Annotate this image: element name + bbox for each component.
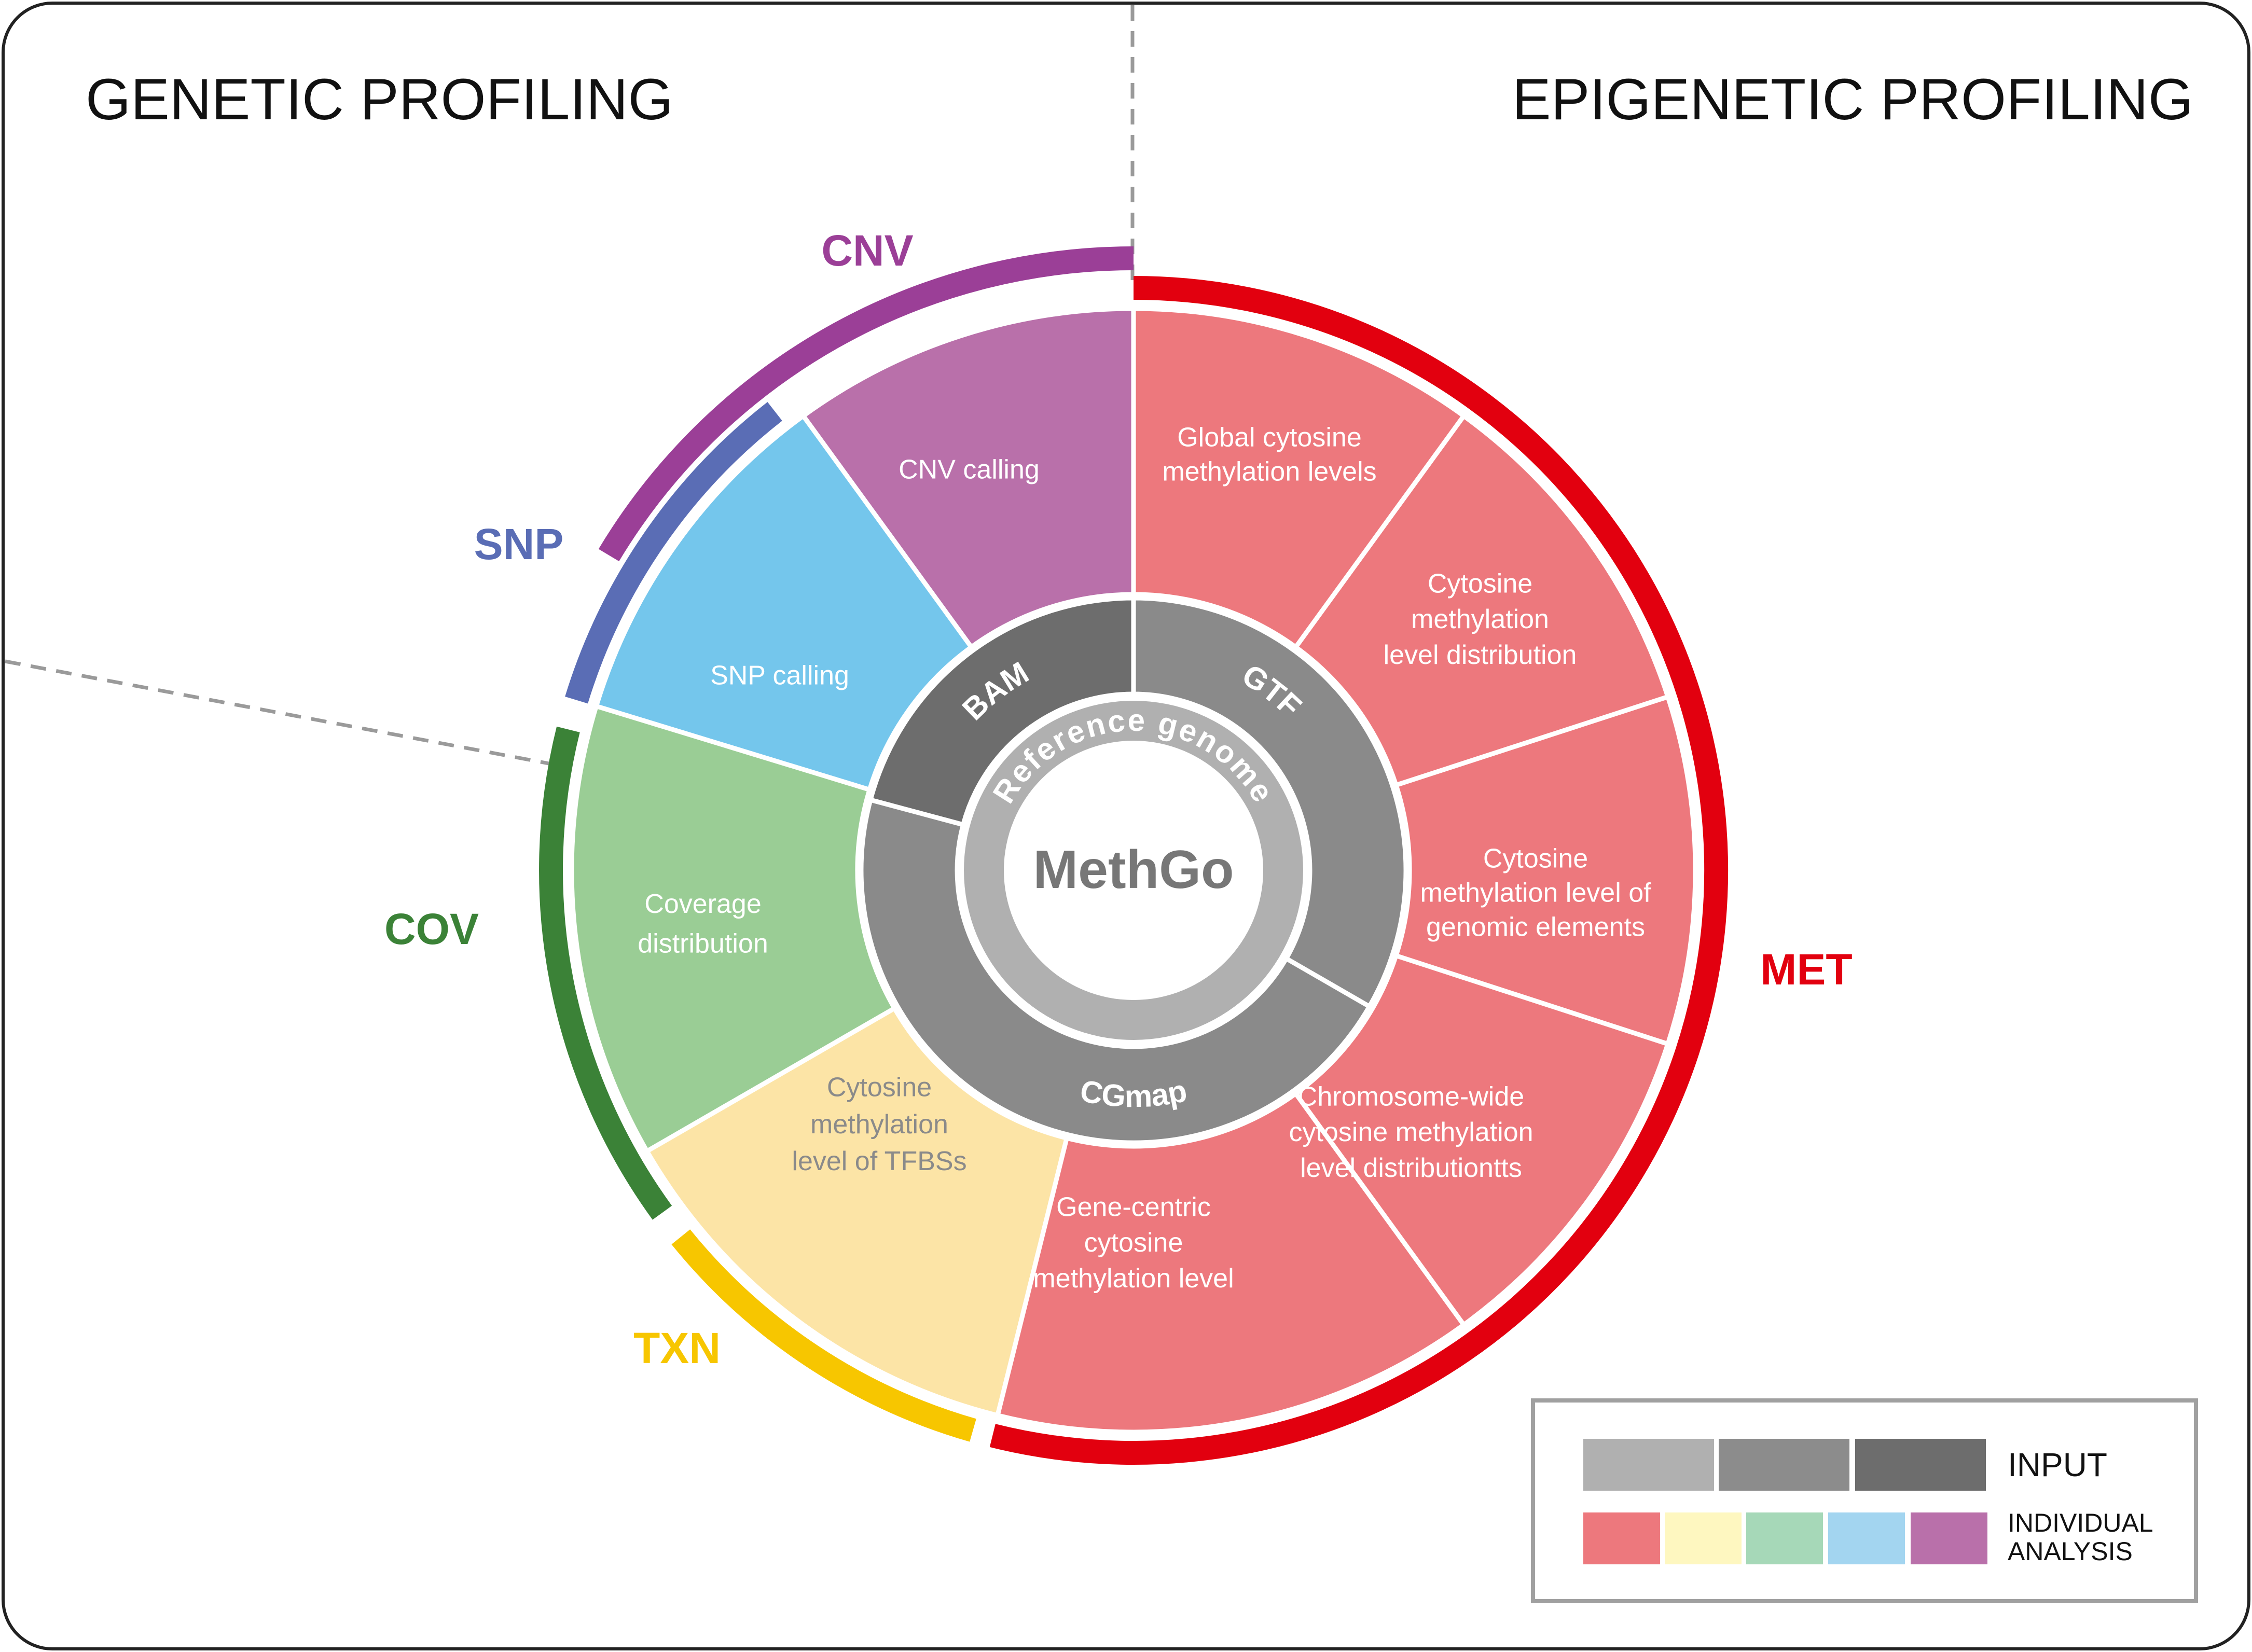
segment-label-line: methylation level of (1420, 878, 1651, 908)
diagonal-divider-line (5, 659, 566, 769)
legend-analysis-swatch (1746, 1512, 1823, 1564)
methylation-level-distribution-segment (1293, 413, 1670, 788)
segment-label-line: level of TFBSs (792, 1146, 966, 1176)
gene-centric-methylation-label: Gene-centric cytosine methylation level (1033, 1192, 1234, 1294)
segment-label-line: Chromosome-wide (1298, 1082, 1524, 1112)
segment-label-line: Global cytosine (1177, 423, 1362, 453)
cgmap-input-label: CGmap (1077, 1073, 1190, 1114)
legend-analysis-swatch (1828, 1512, 1905, 1564)
genomic-elements-methylation-label: Cytosine methylation level of genomic elem… (1420, 844, 1651, 942)
txn-category-arc (671, 1229, 976, 1442)
cnv-calling-label: CNV calling (899, 454, 1040, 484)
segment-label-line: Gene-centric (1056, 1192, 1211, 1223)
snp-category-label: SNP (474, 520, 564, 568)
segment-label-line: cytosine methylation (1289, 1117, 1533, 1147)
met-category-label: MET (1760, 945, 1852, 994)
methylation-level-distribution-label: Cytosine methylation level distribution (1384, 569, 1577, 670)
coverage-distribution-segment (569, 703, 897, 1154)
global-methylation-segment (1131, 306, 1467, 650)
global-methylation-label: Global cytosine methylation levels (1162, 423, 1376, 487)
legend: INPUT INDIVIDUAL ANALYSIS (1531, 1398, 2198, 1603)
segment-label-line: methylation (810, 1109, 948, 1140)
snp-calling-segment (593, 413, 974, 792)
legend-analysis-label-line-2: ANALYSIS (2008, 1537, 2133, 1566)
segment-label-line: cytosine (1084, 1228, 1183, 1258)
segment-label-line: distribution (638, 929, 768, 959)
met-category-arc (989, 276, 1729, 1465)
legend-analysis-label: INDIVIDUAL ANALYSIS (2008, 1508, 2160, 1566)
legend-box (1531, 1398, 2198, 1603)
cov-category-label: COV (384, 905, 479, 953)
segment-label-line: methylation levels (1162, 457, 1376, 487)
tfbs-methylation-segment (644, 1006, 1069, 1418)
legend-input-swatch (1583, 1439, 1714, 1491)
segment-label-line: methylation (1411, 604, 1549, 634)
legend-input-label: INPUT (2008, 1446, 2107, 1483)
coverage-distribution-label: Coverage distribution (638, 889, 768, 959)
segment-label-line: Cytosine (1428, 569, 1532, 599)
legend-analysis-swatch (1911, 1512, 1987, 1564)
cov-category-arc (539, 726, 672, 1220)
segment-label-line: CNV calling (899, 454, 1040, 484)
legend-analysis-label-line-1: INDIVIDUAL (2008, 1508, 2153, 1537)
genetic-profiling-header: GENETIC PROFILING (86, 67, 673, 132)
legend-analysis-swatch (1583, 1512, 1660, 1564)
chromosome-wide-methylation-label: Chromosome-wide cytosine methylation level… (1289, 1082, 1533, 1183)
center-disc (1004, 741, 1263, 1000)
segment-label-line: Cytosine (827, 1073, 932, 1103)
legend-analysis-swatch (1665, 1512, 1742, 1564)
cnv-calling-segment (800, 306, 1136, 650)
cgmap-input-label-path: CGmap (1077, 1073, 1190, 1114)
segment-label-line: level distributiontts (1300, 1153, 1522, 1183)
segment-label-line: Coverage (644, 889, 761, 919)
tfbs-methylation-label: Cytosine methylation level of TFBSs (792, 1073, 966, 1177)
snp-calling-label: SNP calling (710, 660, 849, 690)
segment-label-line: methylation level (1033, 1264, 1234, 1294)
snp-category-arc (565, 401, 782, 704)
txn-category-label: TXN (633, 1324, 721, 1372)
chromosome-wide-methylation-segment (1293, 953, 1670, 1327)
gene-centric-methylation-segment (995, 1091, 1467, 1435)
genomic-elements-methylation-segment (1393, 694, 1698, 1047)
legend-input-swatch (1719, 1439, 1849, 1491)
cnv-category-label: CNV (821, 226, 913, 275)
epigenetic-profiling-header: EPIGENETIC PROFILING (1512, 67, 2193, 132)
segment-label-line: SNP calling (710, 660, 849, 690)
methgo-center-label: MethGo (1033, 840, 1234, 900)
cnv-category-arc (598, 246, 1134, 562)
segment-label-line: Cytosine (1483, 844, 1588, 874)
legend-input-swatch (1855, 1439, 1986, 1491)
segment-label-line: level distribution (1384, 640, 1577, 670)
segment-label-line: genomic elements (1426, 912, 1645, 942)
